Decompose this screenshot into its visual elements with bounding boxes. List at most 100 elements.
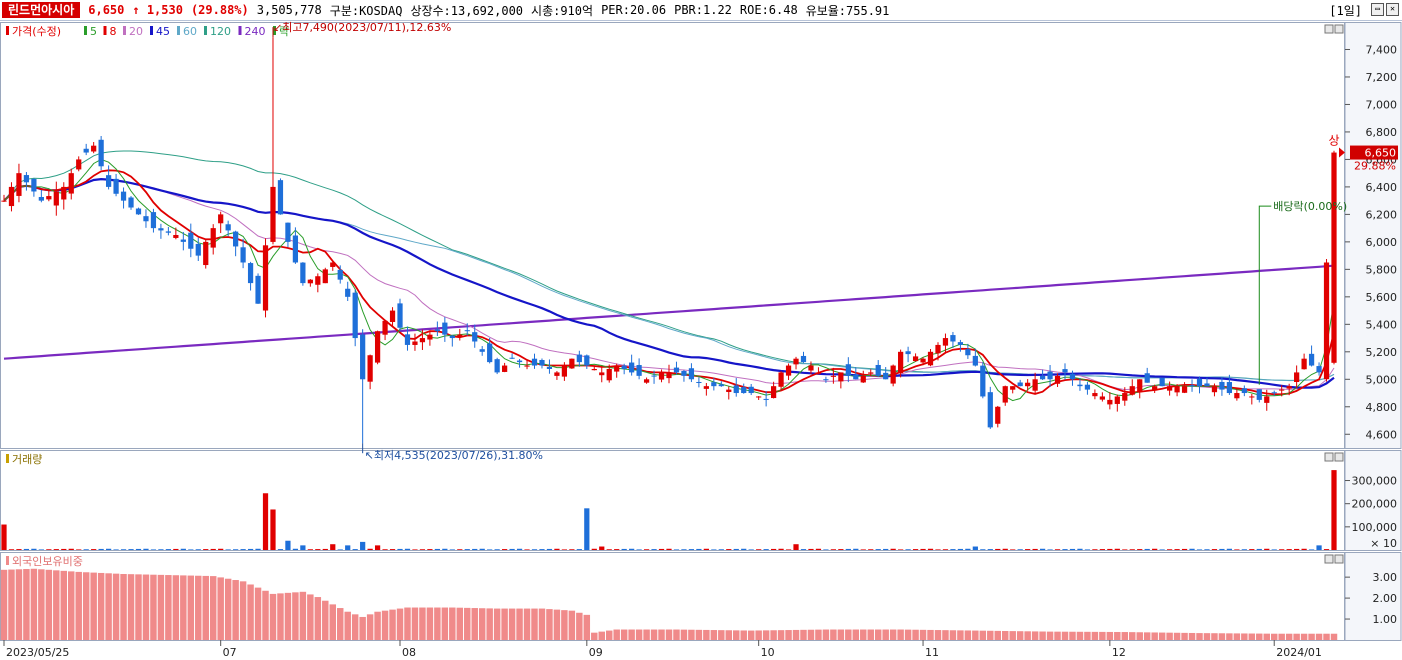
candle-body — [105, 175, 112, 187]
volume-bar — [1264, 548, 1270, 550]
panel-minimize-icon[interactable] — [1324, 554, 1334, 564]
foreign-ratio-bar — [307, 594, 314, 640]
candle-body — [808, 365, 814, 371]
reserve-ratio: 유보율:755.91 — [805, 3, 890, 18]
candle-body — [905, 351, 911, 355]
candle-body — [277, 180, 284, 215]
candle-body — [845, 364, 851, 376]
candle-body — [995, 406, 1001, 424]
candle-body — [412, 341, 418, 345]
candle-body — [1159, 378, 1165, 387]
foreign-ratio-bar — [994, 630, 1001, 640]
candle-body — [1264, 396, 1270, 403]
volume-bar — [1062, 549, 1068, 550]
candle-body — [1167, 386, 1173, 391]
panel-maximize-icon[interactable] — [1334, 452, 1344, 462]
x-tick-label: 09 — [589, 646, 603, 659]
volume-bar — [262, 493, 269, 550]
foreign-tick-label: 2.00 — [1373, 592, 1398, 605]
price-tick-label: 7,000 — [1366, 98, 1398, 111]
panel-minimize-icon[interactable] — [1324, 24, 1334, 34]
volume-bar — [696, 548, 702, 550]
candle-body — [464, 330, 470, 332]
x-tick-label: 11 — [925, 646, 939, 659]
stock-chart[interactable]: 4,600 4,800 5,000 5,200 5,400 5,600 5,800 6,000… — [0, 20, 1402, 660]
volume-bar — [1114, 548, 1120, 550]
candle-body — [1, 200, 7, 202]
candle-body — [300, 262, 306, 284]
candle-body — [1099, 396, 1105, 400]
candle-body — [1122, 393, 1128, 401]
foreign-ratio-bar — [90, 572, 97, 640]
candle-body — [247, 263, 254, 284]
candle-body — [419, 338, 426, 343]
close-icon[interactable]: ✕ — [1386, 3, 1399, 16]
stock-name[interactable]: 린드먼아시아 — [2, 2, 81, 18]
candle-body — [285, 222, 291, 242]
foreign-ratio-bar — [1285, 633, 1293, 640]
candle-body — [1054, 375, 1061, 384]
candle-body — [942, 338, 949, 346]
candle-body — [1308, 353, 1315, 366]
candle-body — [143, 216, 149, 222]
volume-bar — [434, 548, 440, 550]
volume-bar — [91, 549, 97, 550]
candle-body — [16, 173, 22, 196]
volume-bar — [367, 548, 373, 550]
volume-bar — [307, 549, 313, 550]
foreign-ratio-bar — [620, 629, 628, 640]
candle-body — [1181, 386, 1188, 393]
volume-bar — [905, 549, 911, 550]
volume-bar — [756, 549, 762, 550]
candle-body — [330, 262, 336, 267]
foreign-ratio-bar — [493, 608, 501, 640]
volume-bar — [472, 548, 478, 550]
panel-minimize-icon[interactable] — [1324, 452, 1334, 462]
volume-bar — [479, 548, 485, 550]
volume-bar — [277, 549, 284, 550]
volume-bar — [554, 548, 560, 550]
volume-bar — [614, 549, 620, 550]
foreign-ratio-bar — [643, 629, 650, 640]
candle-body — [950, 335, 956, 342]
candle-body — [1279, 389, 1285, 391]
volume-bar — [516, 548, 523, 550]
foreign-ratio-bar — [1315, 633, 1323, 640]
foreign-ratio-bar — [688, 629, 695, 640]
panel-maximize-icon[interactable] — [1334, 24, 1344, 34]
candle-body — [823, 379, 829, 381]
legend-swatch — [273, 26, 276, 35]
period-selector[interactable]: [1일] — [1329, 4, 1362, 18]
candle-body — [643, 379, 650, 383]
volume-bar — [352, 549, 358, 550]
volume-bar — [53, 549, 59, 550]
foreign-ratio-bar — [1211, 633, 1218, 640]
volume-bar — [718, 549, 724, 550]
panel-maximize-icon[interactable] — [1334, 554, 1344, 564]
foreign-ratio-bar — [478, 608, 486, 640]
volume-bar — [128, 549, 134, 550]
volume-bar — [1181, 548, 1188, 550]
volume-bar — [1256, 548, 1262, 550]
candle-body — [1025, 382, 1031, 387]
price-tick-label: 4,800 — [1366, 401, 1398, 414]
volume-bar — [838, 549, 844, 550]
foreign-ratio-bar — [665, 629, 673, 640]
legend-swatch — [123, 26, 126, 35]
legend-entry: 락 — [279, 25, 289, 38]
foreign-ratio-bar — [329, 604, 336, 640]
candle-body — [449, 335, 455, 339]
volume-bar — [935, 549, 941, 550]
x-tick-label: 07 — [223, 646, 237, 659]
restore-icon[interactable]: ▭ — [1371, 3, 1384, 16]
volume-bar — [38, 549, 44, 550]
candle-body — [815, 372, 822, 374]
volume-bar — [726, 549, 732, 550]
candle-body — [1219, 381, 1225, 390]
foreign-ratio-bar — [344, 611, 351, 640]
foreign-ratio-bar — [441, 607, 449, 640]
foreign-ratio-bar — [583, 614, 591, 640]
candle-body — [688, 368, 695, 380]
volume-bar — [487, 549, 493, 550]
foreign-ratio-bar — [180, 575, 187, 640]
